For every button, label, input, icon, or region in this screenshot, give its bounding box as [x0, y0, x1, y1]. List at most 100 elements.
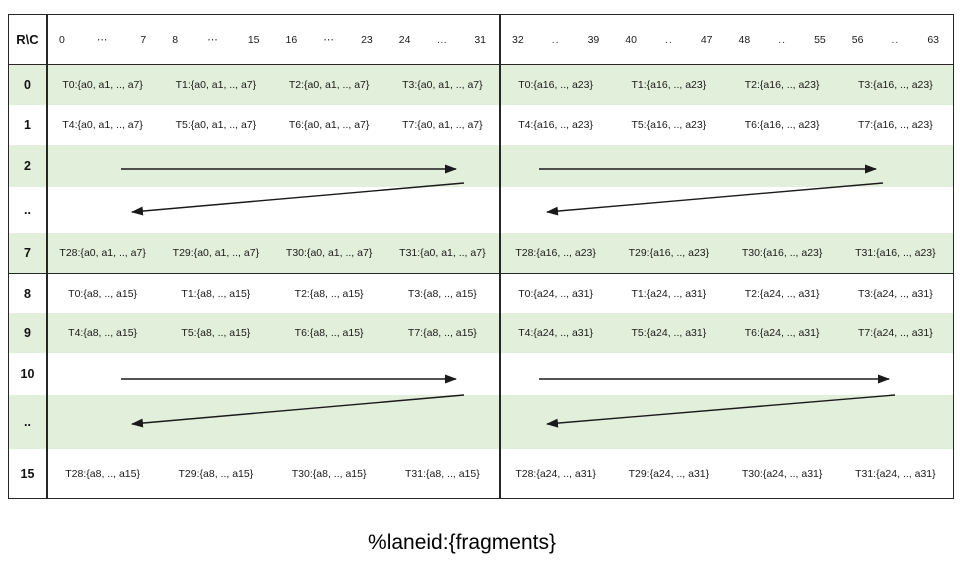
- row-2-stripe: [9, 145, 953, 187]
- column-32-divider: [499, 15, 501, 498]
- col-end: 7: [140, 33, 147, 46]
- row-label: 10: [20, 367, 35, 381]
- fragment-cell: T4:{a24, .., a31}: [518, 327, 593, 339]
- table-row-15: 15 T28:{a8, .., a15} T29:{a8, .., a15} T…: [9, 449, 953, 498]
- header-row: R\C 0 ⋯ 7 8 ⋯ 15 16 ⋯ 23 24: [9, 15, 953, 65]
- wrap-left-arrow: [546, 394, 896, 428]
- fragment-cell: T3:{a16, .., a23}: [858, 79, 933, 91]
- table-row-0: 0 T0:{a0, a1, .., a7} T1:{a0, a1, .., a7…: [9, 65, 953, 105]
- fragment-cell: T1:{a24, .., a31}: [631, 287, 707, 300]
- band-label-column: 2 ..: [9, 145, 46, 233]
- col-end: 63: [927, 33, 939, 46]
- row-right-block: T0:{a24, .., a31} T1:{a24, .., a31} T2:{…: [499, 274, 952, 313]
- row-label: 1: [24, 118, 31, 132]
- fragment-cell: T30:{a16, .., a23}: [741, 247, 823, 259]
- col-group-header: 16 ⋯ 23: [273, 15, 386, 64]
- col-dots: ..: [891, 33, 900, 46]
- col-group-header: 48 .. 55: [726, 15, 839, 64]
- row-label: ..: [24, 415, 31, 429]
- row-right-block: T0:{a16, .., a23} T1:{a16, .., a23} T2:{…: [499, 65, 952, 105]
- row-left-block: T0:{a8, .., a15} T1:{a8, .., a15} T2:{a8…: [46, 274, 499, 313]
- fragment-cell: T3:{a0, a1, .., a7}: [402, 79, 483, 91]
- fragment-cell: T31:{a16, .., a23}: [855, 247, 936, 259]
- col-dots: ..: [551, 33, 560, 46]
- col-end: 47: [700, 33, 713, 46]
- fragment-cell: T28:{a16, .., a23}: [515, 247, 596, 259]
- fragment-cell: T29:{a16, .., a23}: [628, 247, 710, 259]
- col-dots: ..: [664, 33, 673, 46]
- fragment-cell: T1:{a0, a1, .., a7}: [175, 79, 257, 91]
- fragment-cell: T5:{a8, .., a15}: [181, 327, 251, 339]
- fragment-cell: T7:{a24, .., a31}: [858, 327, 933, 339]
- fragment-cell: T7:{a8, .., a15}: [407, 327, 477, 339]
- fragment-cell: T6:{a8, .., a15}: [294, 327, 364, 339]
- row-label: 8: [24, 286, 31, 301]
- col-start: 8: [172, 33, 179, 46]
- row-label: 15: [20, 466, 35, 481]
- fragment-cell: T7:{a0, a1, .., a7}: [402, 119, 483, 131]
- fragment-cell: T3:{a8, .., a15}: [407, 287, 477, 300]
- row-label: 7: [24, 246, 31, 260]
- col-end: 55: [814, 33, 826, 46]
- fragment-cell: T31:{a24, .., a31}: [855, 467, 936, 480]
- col-start: 16: [285, 33, 298, 46]
- fragment-cell: T3:{a24, .., a31}: [858, 287, 933, 300]
- col-start: 48: [738, 33, 751, 46]
- fragment-cell: T31:{a0, a1, .., a7}: [399, 247, 486, 259]
- row-right-block: T4:{a24, .., a31} T5:{a24, .., a31} T6:{…: [499, 313, 952, 353]
- table-row-9: 9 T4:{a8, .., a15} T5:{a8, .., a15} T6:{…: [9, 313, 953, 353]
- col-start: 32: [512, 33, 524, 46]
- table-row-1: 1 T4:{a0, a1, .., a7} T5:{a0, a1, .., a7…: [9, 105, 953, 145]
- row-left-block: T4:{a0, a1, .., a7} T5:{a0, a1, .., a7} …: [46, 105, 499, 145]
- serpentine-arrows-right-block: [539, 164, 884, 216]
- wrap-left-arrow: [131, 182, 465, 216]
- row-label: 9: [24, 326, 31, 340]
- row-left-block: T28:{a8, .., a15} T29:{a8, .., a15} T30:…: [46, 449, 499, 498]
- row-left-block: T28:{a0, a1, .., a7} T29:{a0, a1, .., a7…: [46, 233, 499, 273]
- header-left-block: 0 ⋯ 7 8 ⋯ 15 16 ⋯ 23 24 … 31: [46, 15, 499, 64]
- row-right-block: T4:{a16, .., a23} T5:{a16, .., a23} T6:{…: [499, 105, 952, 145]
- fragment-cell: T6:{a24, .., a31}: [744, 327, 820, 339]
- fragment-cell: T28:{a8, .., a15}: [65, 467, 140, 480]
- fragment-cell: T28:{a0, a1, .., a7}: [59, 247, 146, 259]
- row-label: 2: [24, 159, 31, 173]
- serpentine-arrows-left-block: [121, 164, 465, 216]
- row-right-block: T28:{a24, .., a31} T29:{a24, .., a31} T3…: [499, 449, 952, 498]
- col-end: 31: [474, 33, 486, 46]
- col-dots: …: [436, 33, 449, 46]
- fragment-cell: T6:{a16, .., a23}: [744, 119, 820, 131]
- col-dots: ⋯: [207, 33, 219, 46]
- fragment-cell: T2:{a8, .., a15}: [294, 287, 364, 300]
- fragment-cell: T5:{a24, .., a31}: [631, 327, 707, 339]
- wrap-left-arrow: [546, 182, 884, 216]
- row-left-block: T0:{a0, a1, .., a7} T1:{a0, a1, .., a7} …: [46, 65, 499, 105]
- row-right-block: T28:{a16, .., a23} T29:{a16, .., a23} T3…: [499, 233, 952, 273]
- row-label: ..: [24, 203, 31, 217]
- fragment-cell: T4:{a8, .., a15}: [68, 327, 138, 339]
- col-group-header: 8 ⋯ 15: [159, 15, 272, 64]
- row-left-block: T4:{a8, .., a15} T5:{a8, .., a15} T6:{a8…: [46, 313, 499, 353]
- serpentine-arrows-right-block: [539, 374, 896, 428]
- col-dots: ⋯: [96, 33, 109, 46]
- band-label-column: 10 ..: [9, 353, 46, 449]
- fragment-cell: T1:{a16, .., a23}: [631, 79, 707, 91]
- fragment-cell: T2:{a24, .., a31}: [744, 287, 820, 300]
- fragment-cell: T28:{a24, .., a31}: [515, 467, 596, 480]
- fragment-cell: T29:{a8, .., a15}: [178, 467, 254, 480]
- header-right-block: 32 .. 39 40 .. 47 48 .. 55 56 .. 63: [499, 15, 952, 64]
- fragment-layout-table: R\C 0 ⋯ 7 8 ⋯ 15 16 ⋯ 23 24: [8, 14, 954, 499]
- wrap-left-arrow: [131, 394, 465, 428]
- fragment-cell: T6:{a0, a1, .., a7}: [288, 119, 370, 131]
- fragment-cell: T7:{a16, .., a23}: [858, 119, 933, 131]
- table-row-8: 8 T0:{a8, .., a15} T1:{a8, .., a15} T2:{…: [9, 273, 953, 313]
- fragment-cell: T29:{a0, a1, .., a7}: [172, 247, 260, 259]
- fragment-cell: T0:{a16, .., a23}: [518, 79, 593, 91]
- row-label: 0: [24, 78, 31, 92]
- arrow-band-rows-2-to-6: 2 ..: [9, 145, 953, 233]
- fragment-cell: T31:{a8, .., a15}: [405, 467, 480, 480]
- col-group-header: 40 .. 47: [612, 15, 725, 64]
- fragment-cell: T5:{a0, a1, .., a7}: [175, 119, 257, 131]
- col-start: 0: [59, 33, 65, 46]
- fragment-cell: T0:{a0, a1, .., a7}: [62, 79, 143, 91]
